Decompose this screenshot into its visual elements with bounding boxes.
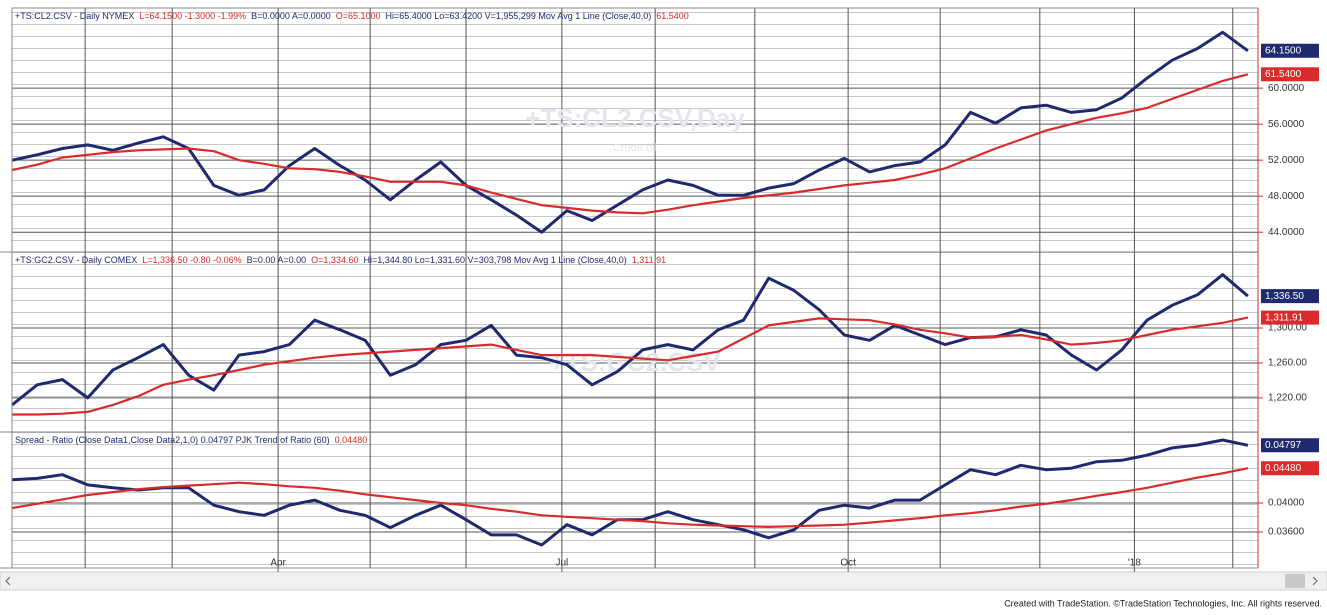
last-value-label: 1,311.91 [1265,312,1304,323]
price-line [11,273,1249,407]
y-tick-label: 44.0000 [1268,227,1305,238]
x-tick-label: Oct [840,558,856,569]
x-tick-label: '18 [1128,558,1141,569]
y-tick-label: 56.0000 [1268,119,1305,130]
header-segment: 61.5400 [656,11,689,21]
last-value-label: 61.5400 [1265,69,1302,80]
y-tick-label: 1,220.00 [1268,393,1307,404]
header-segment: Spread - Ratio (Close Data1,Close Data2,… [15,435,330,445]
header-segment: +TS:GC2.CSV - Daily COMEX [15,255,137,265]
footer: Created with TradeStation. ©TradeStation… [1004,598,1322,608]
header-segment: 0.04480 [335,435,368,445]
header-segment: O=1,334.60 [311,255,358,265]
header-segment: B=0.00 A=0.00 [247,255,307,265]
x-tick-label: Jul [555,558,568,569]
watermark-sub: Crude oil [613,142,657,154]
header-segment: O=65.1000 [336,11,381,21]
average-line [12,316,1249,416]
y-tick-label: 1,260.00 [1268,358,1307,369]
scroll-thumb[interactable] [1285,574,1305,588]
last-value-box [1261,43,1319,58]
panel-header: +TS:GC2.CSV - Daily COMEX L=1,336.50 -0.8… [15,255,666,265]
last-value-box [1261,461,1319,476]
header-segment: Hi=1,344.80 Lo=1,331.60 V=303,798 Mov Av… [363,255,626,265]
last-value-box [1261,67,1319,82]
y-tick-label: 60.0000 [1268,83,1305,94]
y-tick-label: 48.0000 [1268,191,1305,202]
header-segment: L=64.1500 -1.3000 -1.99% [139,11,246,21]
last-value-label: 0.04797 [1265,440,1302,451]
last-value-box [1261,310,1319,325]
panel-header: +TS:CL2.CSV - Daily NYMEX L=64.1500 -1.30… [15,11,689,21]
scrollbar[interactable] [0,571,1327,591]
header-segment: Hi=65.4000 Lo=63.4200 V=1,955,299 Mov Av… [386,11,652,21]
scroll-right[interactable] [1312,576,1318,586]
panel-header: Spread - Ratio (Close Data1,Close Data2,… [15,435,367,445]
last-value-label: 1,336.50 [1265,291,1304,302]
price-line [11,30,1249,234]
header-segment: +TS:CL2.CSV - Daily NYMEX [15,11,134,21]
last-value-box [1261,438,1319,453]
y-tick-label: 1,300.00 [1268,323,1307,334]
y-tick-label: 52.0000 [1268,155,1305,166]
last-value-label: 64.1500 [1265,45,1302,56]
y-tick-label: 0.03600 [1268,527,1305,538]
minor-grid [12,8,1258,568]
header-segment: B=0.0000 A=0.0000 [251,11,331,21]
last-value-box [1261,289,1319,304]
watermark: +TS:CL2.CSV,Day [525,103,745,133]
average-line [11,73,1249,215]
scroll-left[interactable] [5,576,11,586]
header-segment: 1,311.91 [632,255,666,265]
header-segment: L=1,336.50 -0.80 -0.06% [142,255,241,265]
y-tick-label: 0.04000 [1268,498,1305,509]
last-value-label: 0.04480 [1265,463,1302,474]
x-tick-label: Apr [270,558,286,569]
average-line [11,467,1249,528]
